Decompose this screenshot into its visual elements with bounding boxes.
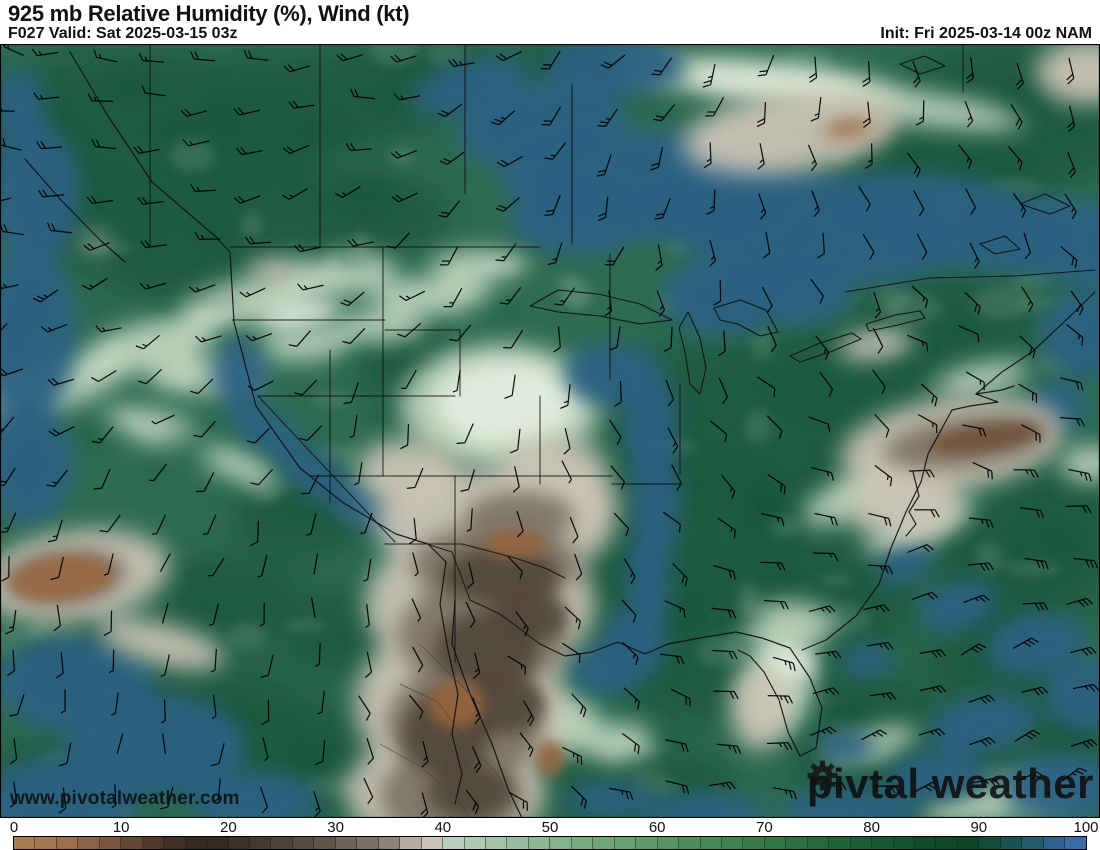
colorbar-cell: [915, 837, 937, 849]
colorbar-cell: [571, 837, 594, 849]
colorbar-tick: 90: [970, 819, 988, 836]
colorbar-cell: [378, 837, 401, 849]
colorbar-tick: 20: [220, 819, 237, 836]
colorbar-cell: [142, 837, 165, 849]
colorbar-cell: [979, 837, 1001, 849]
colorbar-cell: [1000, 837, 1023, 849]
colorbar: 0 10 20 30 40 50 60 70 80 90 100: [0, 818, 1100, 850]
colorbar-cell: [485, 837, 508, 849]
init-time-label: Init: Fri 2025-03-14 00z NAM: [880, 25, 1092, 42]
lines-lakes: [529, 55, 1071, 395]
colorbar-cell: [207, 837, 229, 849]
colorbar-cell: [35, 837, 57, 849]
header-subrow: F027 Valid: Sat 2025-03-15 03z Init: Fri…: [8, 25, 1092, 43]
colorbar-cell: [421, 837, 444, 849]
colorbar-cell: [807, 837, 830, 849]
brand-suffix: tal weather: [869, 760, 1094, 807]
valid-time-label: F027 Valid: Sat 2025-03-15 03z: [8, 25, 238, 42]
colorbar-cell: [550, 837, 572, 849]
colorbar-cell: [335, 837, 358, 849]
wind-barbs-layer: [0, 44, 1100, 818]
colorbar-cell: [872, 837, 894, 849]
colorbar-cell: [614, 837, 637, 849]
colorbar-tick: 50: [541, 819, 559, 836]
colorbar-cell: [528, 837, 551, 849]
colorbar-cell: [829, 837, 851, 849]
colorbar-cell: [1022, 837, 1044, 849]
colorbar-tick-row: 0 10 20 30 40 50 60 70 80 90 100: [0, 819, 1100, 836]
colorbar-cell: [850, 837, 873, 849]
colorbar-cell: [721, 837, 744, 849]
forecast-map-image: www.pivotalweather.com piv tal weather: [0, 44, 1100, 818]
colorbar-cell: [228, 837, 250, 849]
colorbar-tick: 80: [863, 819, 880, 836]
colorbar-cell: [185, 837, 208, 849]
colorbar-cell: [893, 837, 916, 849]
colorbar-cell: [164, 837, 186, 849]
colorbar-cell: [121, 837, 143, 849]
colorbar-cell: [764, 837, 787, 849]
colorbar-cell: [1065, 837, 1086, 849]
colorbar-tick: 100: [1073, 819, 1099, 836]
colorbar-tick: 40: [434, 819, 452, 836]
colorbar-cell: [249, 837, 272, 849]
colorbar-cell: [292, 837, 315, 849]
colorbar-cell: [1043, 837, 1066, 849]
colorbar-cell: [14, 837, 36, 849]
gear-icon: [807, 760, 838, 791]
colorbar-cell: [593, 837, 615, 849]
lines-mexico-borders: [379, 643, 511, 818]
map-header: 925 mb Relative Humidity (%), Wind (kt) …: [0, 0, 1100, 44]
colorbar-gradient: [13, 836, 1087, 850]
colorbar-cell: [657, 837, 680, 849]
lines-coastlines: [24, 51, 1096, 818]
colorbar-cell: [636, 837, 658, 849]
colorbar-cell: [786, 837, 808, 849]
colorbar-tick: 70: [756, 819, 773, 836]
colorbar-cell: [357, 837, 379, 849]
colorbar-cell: [99, 837, 122, 849]
colorbar-cell: [314, 837, 336, 849]
page-title: 925 mb Relative Humidity (%), Wind (kt): [8, 1, 410, 26]
colorbar-cell: [936, 837, 958, 849]
map-svg: [0, 44, 1100, 818]
colorbar-cell: [464, 837, 486, 849]
colorbar-cell: [400, 837, 422, 849]
colorbar-cell: [700, 837, 722, 849]
colorbar-cell: [56, 837, 79, 849]
colorbar-cell: [443, 837, 465, 849]
watermark-url: www.pivotalweather.com: [10, 788, 240, 809]
colorbar-tick: 10: [112, 819, 130, 836]
colorbar-cell: [679, 837, 701, 849]
watermark-brand: piv tal weather: [807, 760, 1094, 808]
colorbar-cell: [957, 837, 980, 849]
colorbar-cell: [78, 837, 100, 849]
colorbar-cell: [743, 837, 765, 849]
colorbar-cell: [507, 837, 529, 849]
colorbar-cell: [271, 837, 293, 849]
colorbar-tick: 30: [327, 819, 344, 836]
colorbar-tick: 0: [9, 819, 19, 836]
colorbar-tick: 60: [648, 819, 666, 836]
